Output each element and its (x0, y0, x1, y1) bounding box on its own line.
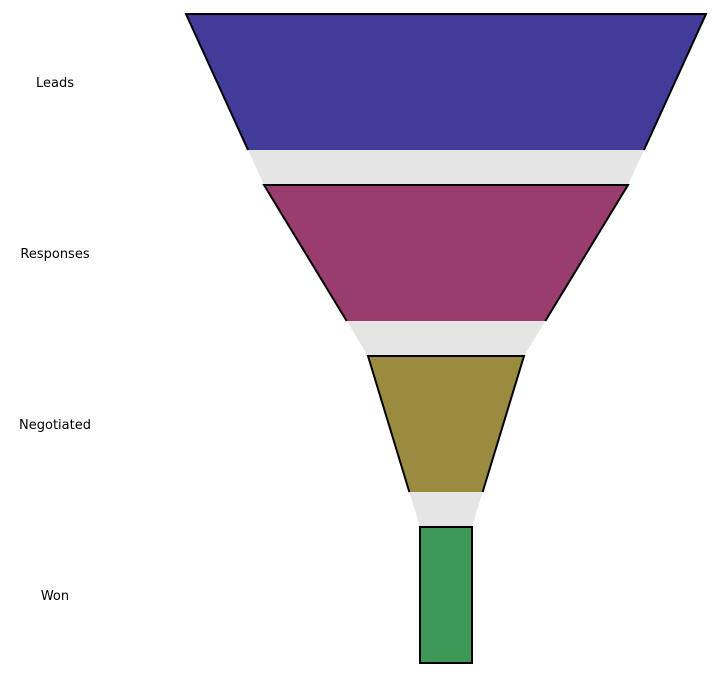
funnel-connector (346, 321, 546, 356)
funnel-stage-responses (264, 185, 628, 321)
stage-label: Responses (20, 247, 89, 262)
funnel-stage-outline (419, 526, 473, 664)
funnel-stage-leads (186, 14, 706, 150)
stage-label: Won (41, 589, 69, 604)
funnel-connector (409, 492, 483, 527)
funnel-stage-outline (262, 184, 630, 322)
funnel-connector (248, 150, 644, 185)
stage-label: Leads (36, 76, 74, 91)
funnel-stage-won (420, 527, 472, 663)
funnel-stage-outline (366, 355, 526, 493)
stage-label: Negotiated (19, 418, 91, 433)
funnel-stage-outline (184, 13, 708, 151)
funnel-stage-negotiated (368, 356, 524, 492)
